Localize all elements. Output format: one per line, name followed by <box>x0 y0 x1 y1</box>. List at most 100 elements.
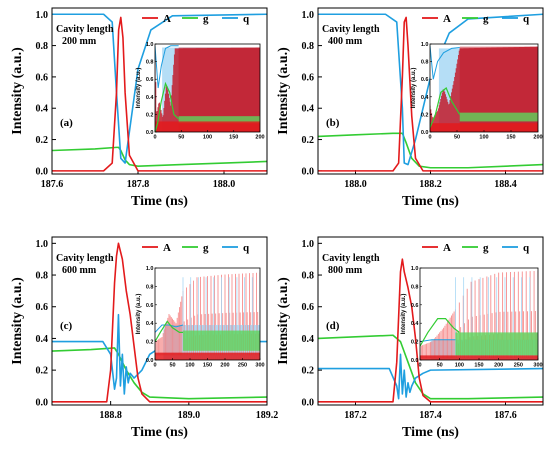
y-axis-label: Intensity (a.u.) <box>276 47 291 135</box>
inset-x-tick-label: 150 <box>474 363 483 369</box>
x-tick-label: 188.0 <box>344 179 367 190</box>
inset-x-tick-label: 150 <box>506 135 515 141</box>
inset-y-tick-label: 0.6 <box>421 77 429 83</box>
legend-label-A: A <box>443 13 451 25</box>
inset-x-tick-label: 250 <box>514 363 523 369</box>
inset-marks <box>430 45 538 132</box>
y-tick-label: 0.6 <box>36 72 49 83</box>
y-tick-label: 0.4 <box>302 104 315 115</box>
x-axis-label: Time (ns) <box>131 194 188 209</box>
inset-x-tick-label: 50 <box>169 363 175 369</box>
inset-y-tick-label: 1.0 <box>421 42 429 48</box>
inset-y-tick-label: 0.8 <box>421 60 429 66</box>
inset-y-tick-label: 0.8 <box>146 284 154 290</box>
inset-x-tick-label: 100 <box>203 135 212 141</box>
inset-q-line <box>155 324 184 333</box>
panel-d: 0.0 0.2 0.4 0.6 0.8 1.0 187.2 187.4 187.6 Time (n… <box>276 236 544 440</box>
inset-x-tick-label: 200 <box>494 363 503 369</box>
cavity-length-value: 600 mm <box>62 265 97 276</box>
cavity-length-value: 200 mm <box>62 36 97 47</box>
cavity-length-label: Cavity length <box>56 253 114 264</box>
y-tick-label: 0.8 <box>302 41 315 52</box>
inset-x-tick-label: 100 <box>185 363 194 369</box>
panel-b: 0.0 0.2 0.4 0.6 0.8 1.0 188.0 188.2 188.4 Time (n… <box>276 7 544 209</box>
x-tick-label: 188.8 <box>99 410 122 421</box>
y-tick-label: 0.8 <box>36 271 49 282</box>
y-tick-label: 0.0 <box>302 166 315 177</box>
series-group <box>52 13 267 172</box>
inset-y-tick-label: 0.8 <box>411 284 419 290</box>
cavity-length-label: Cavity length <box>322 24 380 35</box>
y-tick-label: 0.4 <box>36 334 49 345</box>
inset-x-tick-label: 50 <box>178 135 184 141</box>
inset-x-tick-label: 250 <box>238 363 247 369</box>
inset-y-axis-label: Intensity (a.u.) <box>136 294 142 335</box>
series-group <box>318 13 543 172</box>
inset-g-line <box>155 81 180 132</box>
inset-y-axis-label: Intensity (a.u.) <box>401 294 407 335</box>
series-line-g <box>52 146 267 167</box>
legend-label-A: A <box>443 242 451 254</box>
y-tick-label: 1.0 <box>36 239 49 250</box>
inset-q-line <box>155 45 179 89</box>
y-tick-label: 1.0 <box>302 239 315 250</box>
panel-a: 0.0 0.2 0.4 0.6 0.8 1.0 187.6 187.8 188.0 Time (n… <box>10 7 268 209</box>
cavity-length-label: Cavity length <box>322 253 380 264</box>
inset-x-tick-label: 300 <box>255 363 264 369</box>
inset-x-tick-label: 0 <box>153 135 156 141</box>
inset-y-tick-label: 0.6 <box>146 77 154 83</box>
series-line-g <box>318 132 543 169</box>
inset-y-tick-label: 0.2 <box>421 112 429 118</box>
inset-y-tick-label: 0.0 <box>421 130 429 136</box>
plot-frame <box>51 236 268 406</box>
plot-frame <box>317 7 544 175</box>
inset-marks <box>420 270 538 360</box>
x-axis-label: Time (ns) <box>131 425 188 440</box>
y-tick-label: 0.2 <box>36 366 49 377</box>
inset-y-tick-label: 0.4 <box>146 95 155 101</box>
inset-x-tick-label: 0 <box>153 363 156 369</box>
x-tick-label: 189.0 <box>178 410 201 421</box>
inset-g-band <box>455 332 538 356</box>
inset-y-tick-label: 0.0 <box>411 358 419 364</box>
inset: 0.0 0.2 0.4 0.6 0.8 1.0 0 50 100 150 200 Intensity … <box>411 42 543 141</box>
x-tick-label: 187.2 <box>344 410 367 421</box>
x-tick-label: 188.2 <box>419 179 442 190</box>
plot-frame <box>317 236 544 406</box>
inset: 0.0 0.2 0.4 0.6 0.8 1.0 0 50 100 150 200 Intensity … <box>136 42 265 141</box>
inset-g-line <box>430 87 461 128</box>
inset-y-axis-label: Intensity (a.u.) <box>136 68 142 109</box>
inset-x-tick-label: 150 <box>229 135 238 141</box>
series-line-q <box>318 353 543 400</box>
legend-label-q: q <box>523 242 530 254</box>
series-line-g <box>318 334 543 400</box>
legend-label-A: A <box>163 13 171 25</box>
inset-y-tick-label: 0.2 <box>146 112 154 118</box>
y-tick-label: 0.2 <box>36 135 49 146</box>
inset-x-tick-label: 0 <box>428 135 431 141</box>
inset-x-tick-label: 50 <box>437 363 443 369</box>
legend-label-A: A <box>163 242 171 254</box>
inset-y-tick-label: 0.4 <box>146 321 155 327</box>
inset-y-axis-label: Intensity (a.u.) <box>411 68 417 109</box>
x-tick-label: 187.8 <box>127 179 150 190</box>
inset-x-tick-label: 100 <box>479 135 488 141</box>
inset-A-base <box>430 123 538 132</box>
inset-x-tick-label: 0 <box>418 363 421 369</box>
inset-y-tick-label: 1.0 <box>411 266 419 272</box>
inset-y-tick-label: 0.8 <box>146 60 154 66</box>
panel-label: (b) <box>326 117 340 129</box>
inset-x-tick-label: 100 <box>455 363 464 369</box>
x-tick-label: 188.4 <box>494 179 517 190</box>
inset-q-line <box>420 339 456 343</box>
series-line-A <box>52 16 267 172</box>
x-tick-label: 187.6 <box>41 179 64 190</box>
y-tick-label: 1.0 <box>36 10 49 21</box>
legend-label-q: q <box>523 13 530 25</box>
inset-g-line <box>420 318 460 347</box>
y-tick-label: 0.0 <box>302 397 315 408</box>
y-tick-label: 0.2 <box>302 135 315 146</box>
inset-g-band <box>178 116 260 124</box>
y-tick-label: 0.2 <box>302 366 315 377</box>
